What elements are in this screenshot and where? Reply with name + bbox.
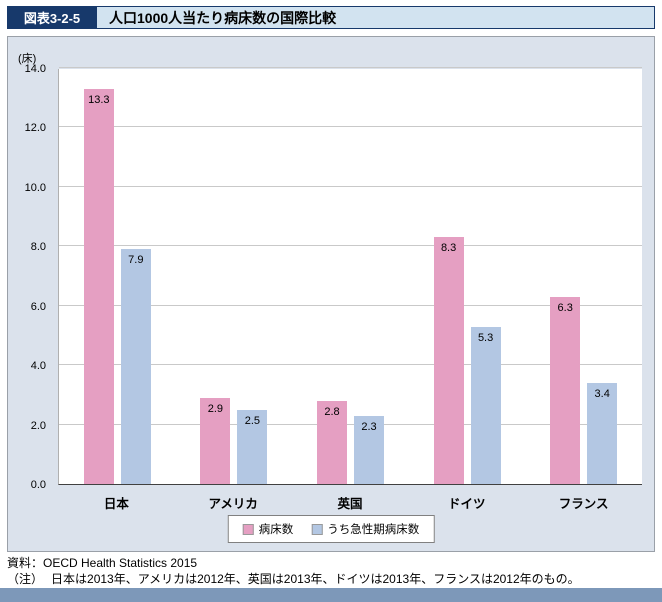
bar-value-label: 2.8: [324, 405, 340, 418]
y-tick-label: 0.0: [30, 479, 46, 491]
gridline-12.0: [59, 126, 642, 128]
figure-number-badge: 図表3-2-5: [7, 6, 97, 29]
bar-value-label: 13.3: [88, 93, 110, 106]
source-text: 資料：OECD Health Statistics 2015: [7, 556, 198, 570]
bar-病床数-フランス: 6.3: [550, 296, 581, 484]
bar-value-label: 2.5: [244, 414, 261, 427]
bar-value-label: 6.3: [557, 301, 573, 314]
bar-病床数-日本: 13.3: [83, 88, 114, 484]
gridline-4.0: [59, 364, 642, 366]
bar-value-label: 8.3: [440, 242, 457, 255]
bar-病床数-ドイツ: 8.3: [433, 237, 464, 484]
y-tick-label: 10.0: [24, 181, 46, 194]
bar-value-label: 3.4: [594, 387, 610, 400]
gridline-14.0: [59, 67, 642, 68]
x-axis-label-英国: 英国: [337, 497, 363, 511]
bar-value-label: 7.9: [128, 254, 144, 267]
legend-label: うち急性期病床数: [327, 524, 420, 536]
chart-legend: 病床数 うち急性期病床数: [227, 515, 435, 543]
legend-item-うち急性期病床数: うち急性期病床数: [311, 521, 419, 537]
y-tick-label: 6.0: [30, 300, 46, 313]
chart-footer: 資料：OECD Health Statistics 2015 （注） 日本は20…: [7, 556, 655, 587]
x-axis-label-ドイツ: ドイツ: [448, 497, 486, 511]
legend-label: 病床数: [258, 524, 294, 536]
plot-area: 13.3 7.9 2.9 2.5 2.8 2.3 8.3 5.3 6.3 3.4: [58, 67, 642, 485]
bar-group-アメリカ: 2.9 2.5: [176, 69, 293, 484]
bar-group-日本: 13.3 7.9: [59, 69, 176, 484]
chart-container: (床) 0.0 2.0 4.0 6.0 8.0 10.0 12.0 14.0 13.3 7.9 2…: [7, 36, 655, 552]
y-tick-label: 14.0: [24, 63, 46, 75]
gridline-8.0: [59, 245, 642, 247]
bar-group-英国: 2.8 2.3: [292, 69, 409, 484]
gridline-6.0: [59, 304, 642, 306]
y-tick-label: 2.0: [30, 419, 46, 432]
bar-value-label: 2.3: [361, 420, 377, 433]
legend-swatch: [242, 523, 254, 535]
y-tick-label: 8.0: [30, 241, 46, 254]
note-body: 日本は2013年、アメリカは2012年、英国は2013年、ドイツは2013年、フ…: [51, 572, 580, 586]
bar-うち急性期病床数-英国: 2.3: [353, 415, 384, 484]
bar-病床数-英国: 2.8: [316, 400, 347, 484]
bar-value-label: 2.9: [207, 402, 224, 415]
figure-header: 図表3-2-5 人口1000人当たり病床数の国際比較: [7, 6, 655, 29]
gridline-2.0: [59, 423, 642, 425]
x-axis-label-日本: 日本: [103, 497, 129, 511]
page-title: 人口1000人当たり病床数の国際比較: [97, 6, 655, 29]
bar-病床数-アメリカ: 2.9: [200, 397, 231, 484]
x-axis-labels: 日本 アメリカ 英国 ドイツ フランス: [58, 493, 642, 512]
bar-うち急性期病床数-フランス: 3.4: [587, 382, 618, 484]
bar-group-ドイツ: 8.3 5.3: [409, 69, 526, 484]
note-text: （注） 日本は2013年、アメリカは2012年、英国は2013年、ドイツは201…: [7, 572, 655, 587]
bar-value-label: 5.3: [477, 331, 494, 344]
note-label: （注）: [7, 572, 44, 586]
y-tick-label: 12.0: [24, 122, 46, 135]
y-axis-ticks: 0.0 2.0 4.0 6.0 8.0 10.0 12.0 14.0: [8, 63, 52, 491]
legend-swatch: [311, 523, 323, 535]
bar-うち急性期病床数-日本: 7.9: [120, 249, 151, 484]
legend-item-病床数: 病床数: [242, 521, 294, 537]
x-axis-label-フランス: フランス: [558, 497, 609, 511]
bar-うち急性期病床数-ドイツ: 5.3: [470, 326, 501, 484]
gridline-10.0: [59, 185, 642, 187]
bar-うち急性期病床数-アメリカ: 2.5: [237, 409, 268, 484]
x-axis-label-アメリカ: アメリカ: [208, 497, 258, 511]
bottom-strip: [0, 588, 662, 602]
y-tick-label: 4.0: [30, 360, 46, 373]
bar-group-フランス: 6.3 3.4: [525, 69, 642, 484]
y-axis-unit-label: (床): [18, 53, 37, 65]
